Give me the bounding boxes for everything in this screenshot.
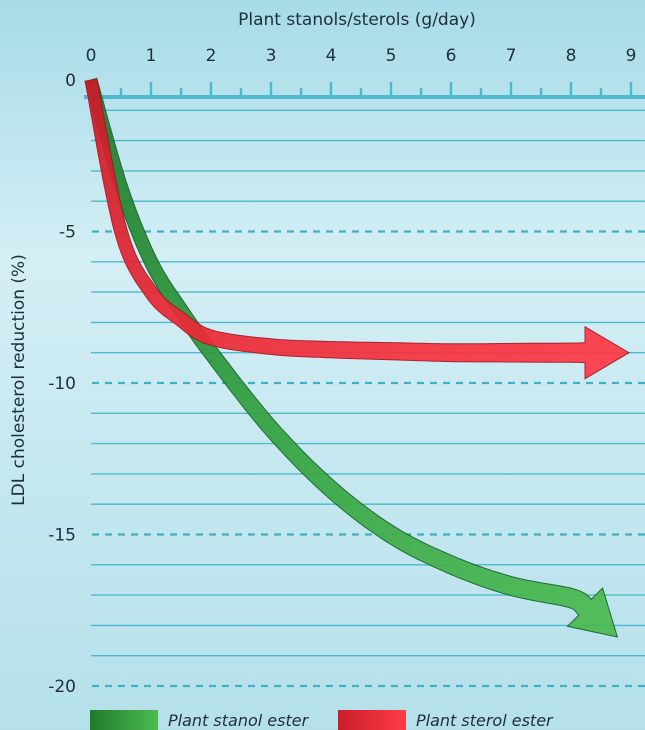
legend-label-stanol: Plant stanol ester: [168, 711, 310, 730]
legend-swatch-sterol: [338, 710, 406, 730]
x-tick-label: 4: [326, 46, 337, 66]
y-tick-label: -10: [48, 374, 76, 394]
x-axis-ticks: 0 1 2 3 4 5 6 7 8 9: [86, 46, 637, 66]
series-sterol-ester: [84, 78, 630, 380]
y-axis-title: LDL cholesterol reduction (%): [9, 254, 29, 506]
x-tick-label: 5: [386, 46, 397, 66]
x-tick-label: 6: [446, 46, 457, 66]
x-axis-title: Plant stanols/sterols (g/day): [238, 10, 476, 30]
legend: Plant stanol ester Plant sterol ester: [90, 710, 554, 730]
x-tick-label: 3: [266, 46, 277, 66]
y-tick-label: -20: [48, 677, 76, 697]
x-tick-label: 0: [86, 46, 97, 66]
y-tick-label: 0: [65, 71, 76, 91]
y-tick-label: -15: [48, 526, 76, 546]
x-tick-label: 1: [146, 46, 157, 66]
y-tick-label: -5: [59, 223, 76, 243]
x-tick-label: 8: [566, 46, 577, 66]
y-axis-ticks: 0 -5 -10 -15 -20: [48, 71, 76, 697]
series: [84, 77, 630, 638]
x-tick-label: 2: [206, 46, 217, 66]
x-tick-label: 7: [506, 46, 517, 66]
legend-swatch-stanol: [90, 710, 158, 730]
legend-label-sterol: Plant sterol ester: [416, 711, 554, 730]
x-tick-label: 9: [626, 46, 637, 66]
